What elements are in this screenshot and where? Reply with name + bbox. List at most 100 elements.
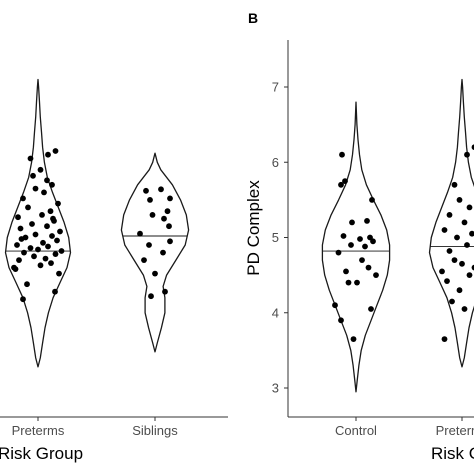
panel-b-point-control bbox=[340, 233, 347, 239]
panel-a-point-preterms bbox=[41, 189, 47, 196]
panel-b-violins bbox=[321, 78, 474, 393]
panel-b-point-preterms bbox=[451, 257, 458, 263]
panel-b-point-preterms bbox=[464, 151, 470, 158]
panel-a-point-preterms bbox=[54, 237, 60, 244]
panel-a-point-siblings bbox=[166, 223, 172, 230]
panel-a-point-preterms bbox=[29, 221, 35, 227]
panel-b-point-preterms bbox=[461, 219, 468, 226]
panel-b-point-preterms bbox=[454, 234, 460, 241]
panel-a-point-preterms bbox=[52, 288, 58, 295]
panel-b-point-control bbox=[364, 218, 370, 224]
panel-b-point-preterms bbox=[446, 212, 453, 218]
panel-b-point-preterms bbox=[444, 278, 450, 284]
panel-a-point-preterms bbox=[31, 253, 37, 260]
panel-b-point-preterms bbox=[456, 287, 463, 294]
panel-a-point-preterms bbox=[37, 262, 44, 269]
panel-a: Preterms Siblings Risk Group bbox=[0, 78, 228, 463]
panel-b-y-tick-label-6: 6 bbox=[272, 155, 279, 170]
panel-b-point-control bbox=[369, 197, 375, 203]
panel-b-point-control bbox=[365, 264, 372, 271]
panel-b-point-control bbox=[367, 234, 373, 241]
panel-b-point-preterms bbox=[459, 260, 465, 267]
panel-b-violin-control bbox=[321, 101, 391, 393]
panel-b-point-preterms bbox=[464, 242, 470, 248]
panel-b-point-preterms bbox=[441, 227, 448, 233]
panel-a-violins bbox=[4, 78, 190, 368]
panel-b-point-control bbox=[368, 306, 374, 312]
panel-a-point-preterms bbox=[17, 225, 24, 232]
panel-a-point-preterms bbox=[44, 177, 50, 184]
panel-b-label: B bbox=[248, 10, 258, 26]
panel-a-point-preterms bbox=[45, 151, 51, 158]
panel-b-medians bbox=[322, 246, 474, 252]
panel-b-point-preterms bbox=[441, 336, 448, 342]
panel-b-point-control bbox=[362, 243, 368, 250]
panel-a-point-preterms bbox=[50, 215, 56, 222]
panel-b-point-preterms bbox=[446, 248, 453, 254]
panel-a-point-preterms bbox=[57, 228, 63, 235]
panel-b-points bbox=[332, 144, 474, 342]
panel-b-y-tick-label-4: 4 bbox=[272, 305, 279, 320]
panel-b-point-preterms bbox=[471, 264, 474, 271]
panel-b-point-preterms bbox=[456, 197, 463, 203]
panel-a-point-siblings bbox=[167, 195, 173, 202]
panel-a-point-preterms bbox=[49, 233, 55, 239]
panel-b-y-tick-label-5: 5 bbox=[272, 230, 279, 245]
panel-a-point-preterms bbox=[30, 172, 36, 179]
panel-a-point-siblings bbox=[152, 270, 158, 277]
panel-a-point-preterms bbox=[14, 242, 20, 248]
panel-a-point-preterms bbox=[27, 155, 34, 162]
panel-b-point-control bbox=[343, 268, 349, 275]
panel-a-point-siblings bbox=[164, 208, 171, 215]
panel-b-point-control bbox=[332, 302, 338, 309]
panel-a-x-tick-label-preterms: Preterms bbox=[12, 423, 65, 438]
panel-a-point-preterms bbox=[21, 249, 27, 256]
panel-a-point-preterms bbox=[25, 204, 31, 211]
panel-a-point-preterms bbox=[45, 243, 51, 250]
panel-a-point-siblings bbox=[141, 257, 147, 263]
panel-a-point-preterms bbox=[18, 236, 25, 242]
panel-a-point-preterms bbox=[52, 148, 59, 154]
panel-a-point-preterms bbox=[32, 231, 39, 238]
panel-a-point-siblings bbox=[160, 249, 166, 256]
panel-b-point-preterms bbox=[471, 144, 474, 151]
panel-b-point-preterms bbox=[469, 230, 474, 237]
panel-b-x-tick-label-control: Control bbox=[335, 423, 377, 438]
panel-a-point-preterms bbox=[20, 195, 26, 202]
panel-b-point-preterms bbox=[451, 181, 458, 188]
panel-a-point-preterms bbox=[11, 264, 17, 271]
panel-a-point-preterms bbox=[47, 208, 54, 215]
panel-b-point-preterms bbox=[449, 298, 455, 305]
panel-a-point-siblings bbox=[147, 197, 153, 203]
panel-a-point-preterms bbox=[35, 246, 41, 253]
panel-b-point-preterms bbox=[439, 268, 445, 275]
panel-a-point-siblings bbox=[137, 230, 143, 237]
panel-a-violin-preterms bbox=[4, 78, 72, 368]
panel-b-point-preterms bbox=[466, 204, 473, 211]
panel-a-x-axis-title: Risk Group bbox=[0, 444, 83, 463]
panel-a-point-preterms bbox=[56, 270, 62, 277]
panel-b-point-control bbox=[348, 242, 354, 248]
panel-b-point-control bbox=[359, 257, 365, 263]
panel-b-point-preterms bbox=[461, 306, 468, 312]
panel-a-point-preterms bbox=[44, 223, 50, 230]
panel-a-point-preterms bbox=[48, 260, 54, 266]
panel-a-point-siblings bbox=[162, 288, 168, 295]
panel-a-points bbox=[11, 148, 173, 303]
panel-a-point-preterms bbox=[37, 166, 44, 173]
panel-b-y-tick-label-3: 3 bbox=[272, 381, 279, 396]
panel-a-point-siblings bbox=[161, 215, 167, 222]
panel-b-x-axis-title: Risk G bbox=[431, 444, 474, 463]
panel-a-point-siblings bbox=[158, 186, 164, 193]
panel-a-point-siblings bbox=[167, 238, 173, 245]
panel-b-point-control bbox=[335, 249, 342, 256]
panel-b-point-control bbox=[357, 236, 363, 242]
panel-b-point-control bbox=[342, 178, 348, 185]
panel-a-point-preterms bbox=[20, 296, 26, 303]
panel-b-point-control bbox=[338, 181, 344, 188]
panel-a-point-siblings bbox=[149, 212, 156, 218]
panel-b-point-control bbox=[373, 272, 379, 278]
panel-b: B 3 4 5 6 7 Control Preterms Risk G PD Compl… bbox=[244, 10, 474, 463]
panel-a-point-preterms bbox=[27, 245, 34, 251]
